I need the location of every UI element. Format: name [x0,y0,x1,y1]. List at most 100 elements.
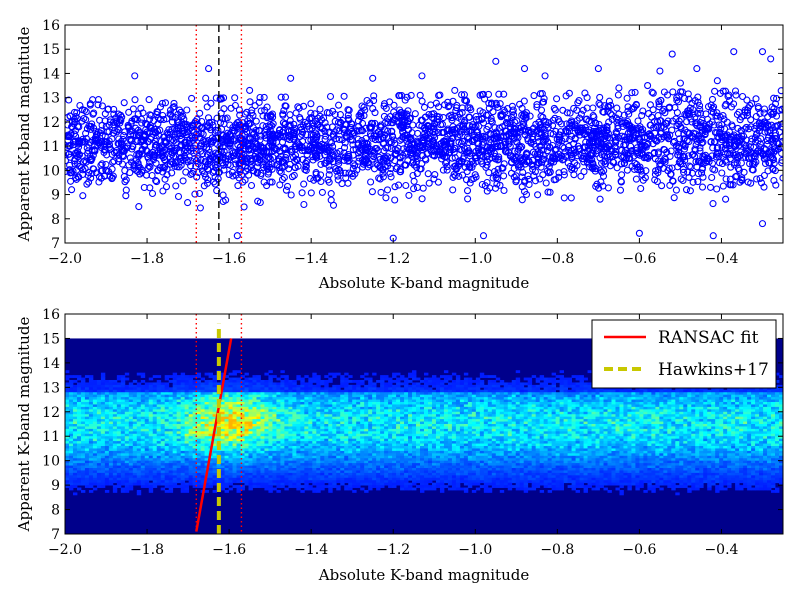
heatmap-cell [140,406,146,410]
heatmap-cell [148,450,154,454]
heatmap-cell [76,426,82,430]
data-point-outlier [676,79,684,87]
data-point [363,96,371,105]
heatmap-cell [84,426,90,430]
x-tick-label: −1.8 [130,251,164,267]
heatmap-cell [172,441,178,444]
heatmap-cell [160,419,166,422]
heatmap-cell [144,482,150,486]
heatmap-cell [180,436,186,440]
heatmap-cell [84,468,90,471]
data-point [263,103,271,111]
data-point [711,87,719,95]
heatmap-cell [65,375,70,378]
data-point [388,128,396,136]
heatmap-cell [144,389,150,393]
data-point [430,175,438,183]
data-point [166,110,174,118]
data-point [383,157,391,165]
heatmap-cell [68,487,74,491]
heatmap-cell [136,490,142,493]
heatmap-cell [208,372,213,376]
heatmap-cell [176,389,182,393]
data-point [355,154,363,162]
data-point [419,136,427,144]
data-point [247,157,255,165]
data-point [423,149,431,157]
heatmap-cell [136,394,142,398]
data-point [219,143,227,151]
data-point [395,181,403,189]
heatmap-cell [128,409,134,413]
heatmap-cell [76,431,82,435]
heatmap-cell [96,458,102,462]
data-point [724,149,732,157]
data-point [87,122,95,130]
heatmap-cell [68,482,74,486]
data-point [85,168,93,177]
heatmap-cell [124,465,130,469]
heatmap-cell [112,465,118,469]
heatmap-cell [128,394,134,398]
data-point [483,125,491,134]
heatmap-cell [136,409,142,413]
data-point [777,87,783,95]
heatmap-cell [168,477,174,481]
data-point [497,143,505,151]
data-point [268,178,276,186]
data-point [281,102,289,110]
heatmap-cell [204,406,209,410]
data-point [333,149,341,157]
data-point [664,133,672,141]
heatmap-cell [160,465,166,469]
heatmap-cell [200,392,206,396]
heatmap-cell [156,455,162,459]
data-point [248,156,256,164]
heatmap-cell [124,416,130,420]
data-point [497,113,505,121]
data-point [680,168,688,176]
heatmap-cell [88,450,94,454]
data-point [154,114,162,122]
heatmap-cell [164,465,170,469]
heatmap-cell [68,458,74,462]
heatmap-cell [192,443,198,447]
data-point [387,119,396,127]
heatmap-cell [96,421,102,425]
data-point [718,169,726,177]
heatmap-cell [160,446,166,449]
heatmap-cell [152,414,158,418]
heatmap-cell [100,399,106,403]
data-point [468,163,476,171]
data-point [400,121,408,129]
data-point [726,155,734,163]
data-point [460,118,468,126]
heatmap-cell [184,431,190,435]
data-point [187,162,195,170]
heatmap-cell [172,436,178,440]
heatmap-cell [80,377,86,381]
heatmap-cell [168,409,174,413]
data-point [168,118,176,126]
heatmap-cell [100,392,106,396]
data-point [300,102,308,110]
heatmap-cell [120,477,126,481]
data-point [497,132,505,140]
data-point-outlier [594,65,602,73]
data-point [269,130,277,138]
data-point [489,174,497,182]
heatmap-cell [140,404,146,408]
data-point [121,178,129,186]
heatmap-cell [128,431,134,435]
data-point [198,162,206,170]
heatmap-cell [92,480,98,484]
heatmap-cell [68,472,74,476]
heatmap-cell [176,458,182,462]
heatmap-cell [72,404,78,408]
heatmap-cell [208,399,213,403]
heatmap-cell [76,482,82,486]
heatmap-cell [104,490,110,493]
data-point [663,119,671,128]
heatmap-cell [100,438,106,442]
heatmap-cell [140,411,146,415]
